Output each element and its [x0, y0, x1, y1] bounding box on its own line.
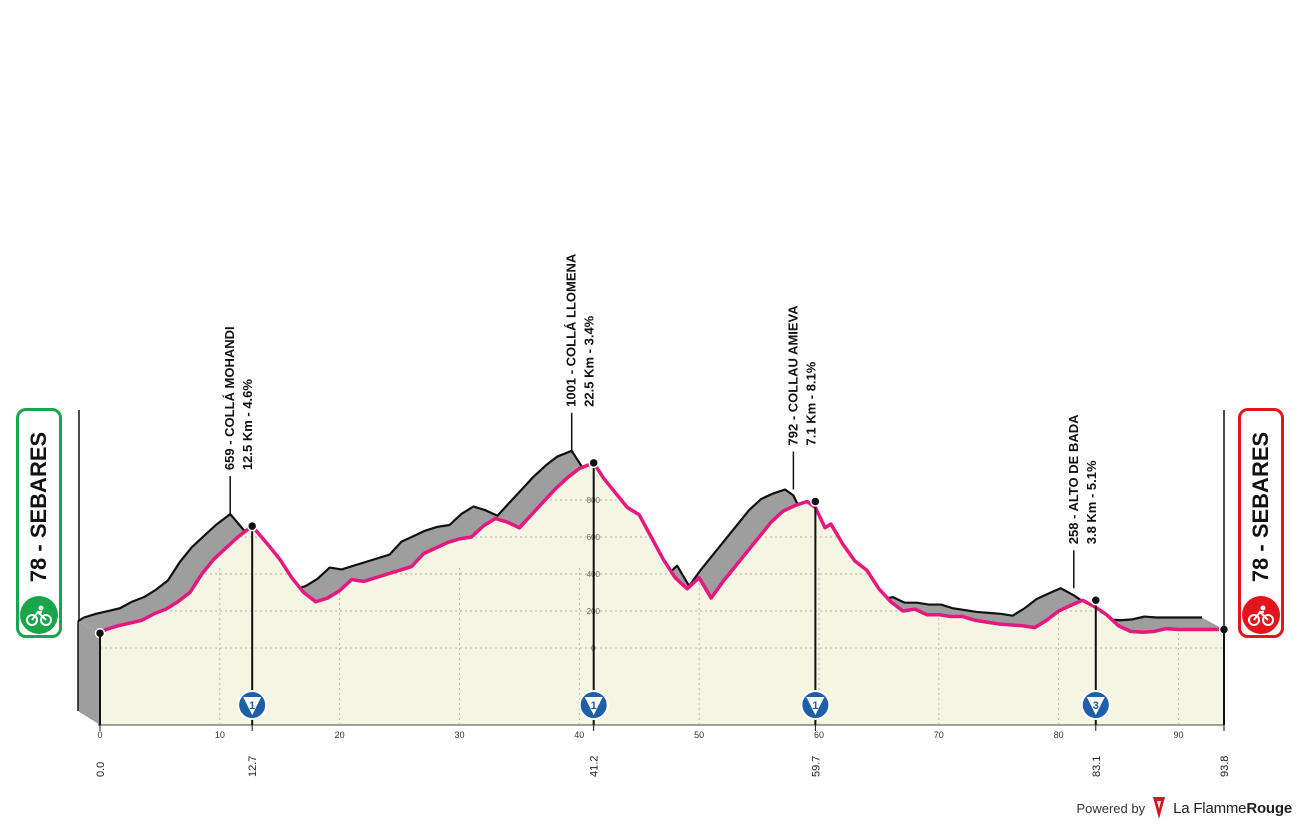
climb-stats-label: 3.8 Km - 5.1%	[1084, 460, 1099, 544]
x-tick-label: 0	[97, 730, 102, 740]
km-marker-label: 0.0	[95, 762, 107, 777]
km-marker-label: 93.8	[1219, 756, 1231, 777]
climb-summit-point	[810, 496, 821, 507]
climb-category-badge: 3	[1080, 690, 1111, 720]
climb-stats-label: 7.1 Km - 8.1%	[803, 361, 818, 445]
climb-category-badge: 1	[800, 690, 831, 720]
climb-stats-label: 12.5 Km - 4.6%	[240, 379, 255, 470]
x-tick-label: 60	[814, 730, 824, 740]
climb-name-label: 659 - COLLÁ MOHANDI	[222, 326, 237, 470]
climb-summit-point	[588, 457, 599, 469]
km-marker-label: 59.7	[810, 756, 822, 777]
brand-name-light: La Flamme	[1173, 799, 1247, 817]
climb-name-label: 792 - COLLAU AMIEVA	[785, 305, 800, 446]
start-town-label: 78 - SEBARES	[26, 431, 51, 583]
km-marker-group: 41.2	[589, 756, 601, 777]
climb-summit-point	[246, 520, 258, 532]
profile-shadow-wall	[78, 621, 100, 725]
powered-by-label: Powered by	[1076, 800, 1146, 816]
km-marker-label: 12.7	[247, 756, 259, 777]
climb-label-group: 258 - ALTO DE BADA 3.8 Km - 5.1%	[1066, 414, 1099, 544]
category-badge-triangle	[1086, 697, 1105, 715]
km-marker-group: 93.8	[1219, 756, 1231, 777]
finish-town-label: 78 - SEBARES	[1248, 431, 1273, 583]
km-marker-label: 83.1	[1091, 756, 1103, 777]
start-marker: 78 - SEBARES	[16, 408, 62, 638]
climb-label-group: 659 - COLLÁ MOHANDI 12.5 Km - 4.6%	[222, 326, 255, 470]
brand-name-bold: Rouge	[1246, 799, 1292, 817]
finish-marker: 78 - SEBARES	[1238, 408, 1284, 638]
climb-stats-label: 22.5 Km - 3.4%	[582, 315, 597, 406]
x-tick-label: 20	[335, 730, 345, 740]
climb-label-group: 792 - COLLAU AMIEVA 7.1 Km - 8.1%	[785, 305, 818, 446]
climb-name-label: 1001 - COLLÁ LLOMENA	[564, 253, 579, 407]
category-badge-triangle	[584, 697, 603, 715]
category-badge-label: 1	[812, 700, 818, 712]
climb-label-group: 1001 - COLLÁ LLOMENA 22.5 Km - 3.4%	[564, 253, 597, 407]
start-cyclist-icon	[20, 596, 58, 634]
km-marker-group: 12.7	[247, 756, 259, 777]
brand-name: La FlammeRouge	[1173, 800, 1292, 817]
x-tick-label: 80	[1054, 730, 1064, 740]
x-tick-label: 10	[215, 730, 225, 740]
x-tick-label: 50	[694, 730, 704, 740]
category-badge-label: 3	[1093, 700, 1099, 712]
km-marker-group: 0.0	[95, 762, 107, 777]
category-badge-triangle	[806, 697, 825, 715]
km-marker-label: 41.2	[589, 756, 601, 777]
footer-branding: Powered by La FlammeRouge	[1076, 797, 1292, 819]
x-tick-label: 70	[934, 730, 944, 740]
category-badge-label: 1	[249, 700, 255, 712]
climb-summit-point	[1090, 595, 1102, 606]
finish-cyclist-icon	[1242, 596, 1280, 634]
route-line	[98, 461, 1226, 635]
climb-category-badge: 1	[578, 690, 609, 720]
category-badge-label: 1	[591, 700, 597, 712]
climb-name-label: 258 - ALTO DE BADA	[1066, 414, 1081, 544]
flame-logo-icon	[1153, 797, 1166, 819]
x-tick-label: 30	[454, 730, 464, 740]
category-badge-triangle	[243, 697, 262, 715]
x-tick-label: 40	[574, 730, 584, 740]
climb-category-badge: 1	[237, 690, 268, 720]
x-tick-label: 90	[1173, 730, 1183, 740]
km-marker-group: 59.7	[810, 756, 822, 777]
km-marker-group: 83.1	[1091, 756, 1103, 777]
